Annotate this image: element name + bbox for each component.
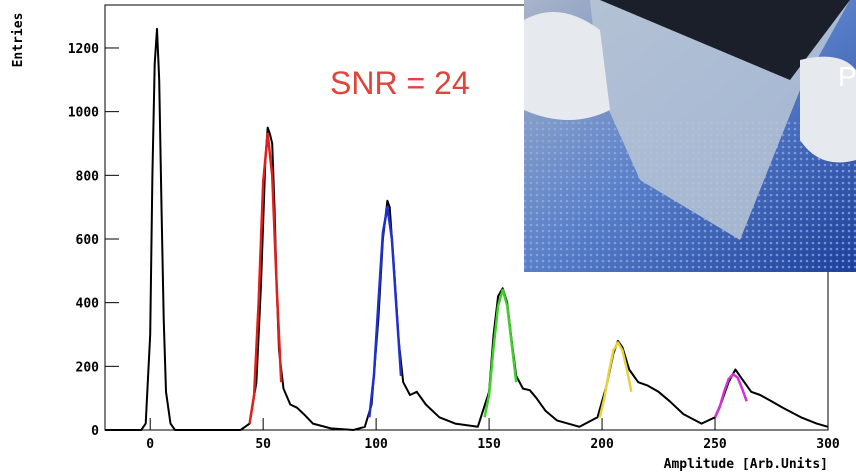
y-tick-label: 0	[91, 424, 99, 439]
series-line	[368, 205, 403, 418]
y-tick-label: 400	[76, 297, 100, 312]
inset-photo: P	[524, 0, 856, 272]
x-tick-label: 300	[816, 437, 840, 452]
series-line	[483, 288, 518, 418]
x-axis-label: Amplitude [Arb.Units]	[664, 457, 828, 472]
y-tick-label: 1200	[68, 42, 99, 57]
y-tick-label: 1000	[68, 106, 99, 121]
y-tick-label: 200	[76, 360, 100, 375]
x-tick-label: 100	[364, 437, 388, 452]
y-tick-label: 800	[76, 169, 100, 184]
series-line	[105, 27, 829, 431]
x-tick-label: 150	[477, 437, 501, 452]
x-tick-label: 50	[255, 437, 271, 452]
x-tick-label: 0	[146, 437, 154, 452]
x-tick-label: 200	[590, 437, 614, 452]
series-line	[713, 373, 748, 418]
series-line	[598, 341, 633, 418]
y-tick-label: 600	[76, 233, 100, 248]
inset-text: P	[838, 61, 856, 92]
series-line	[248, 132, 283, 424]
x-tick-label: 250	[703, 437, 727, 452]
y-axis-label: Entries	[11, 13, 26, 68]
annotation: SNR = 24	[330, 65, 470, 101]
